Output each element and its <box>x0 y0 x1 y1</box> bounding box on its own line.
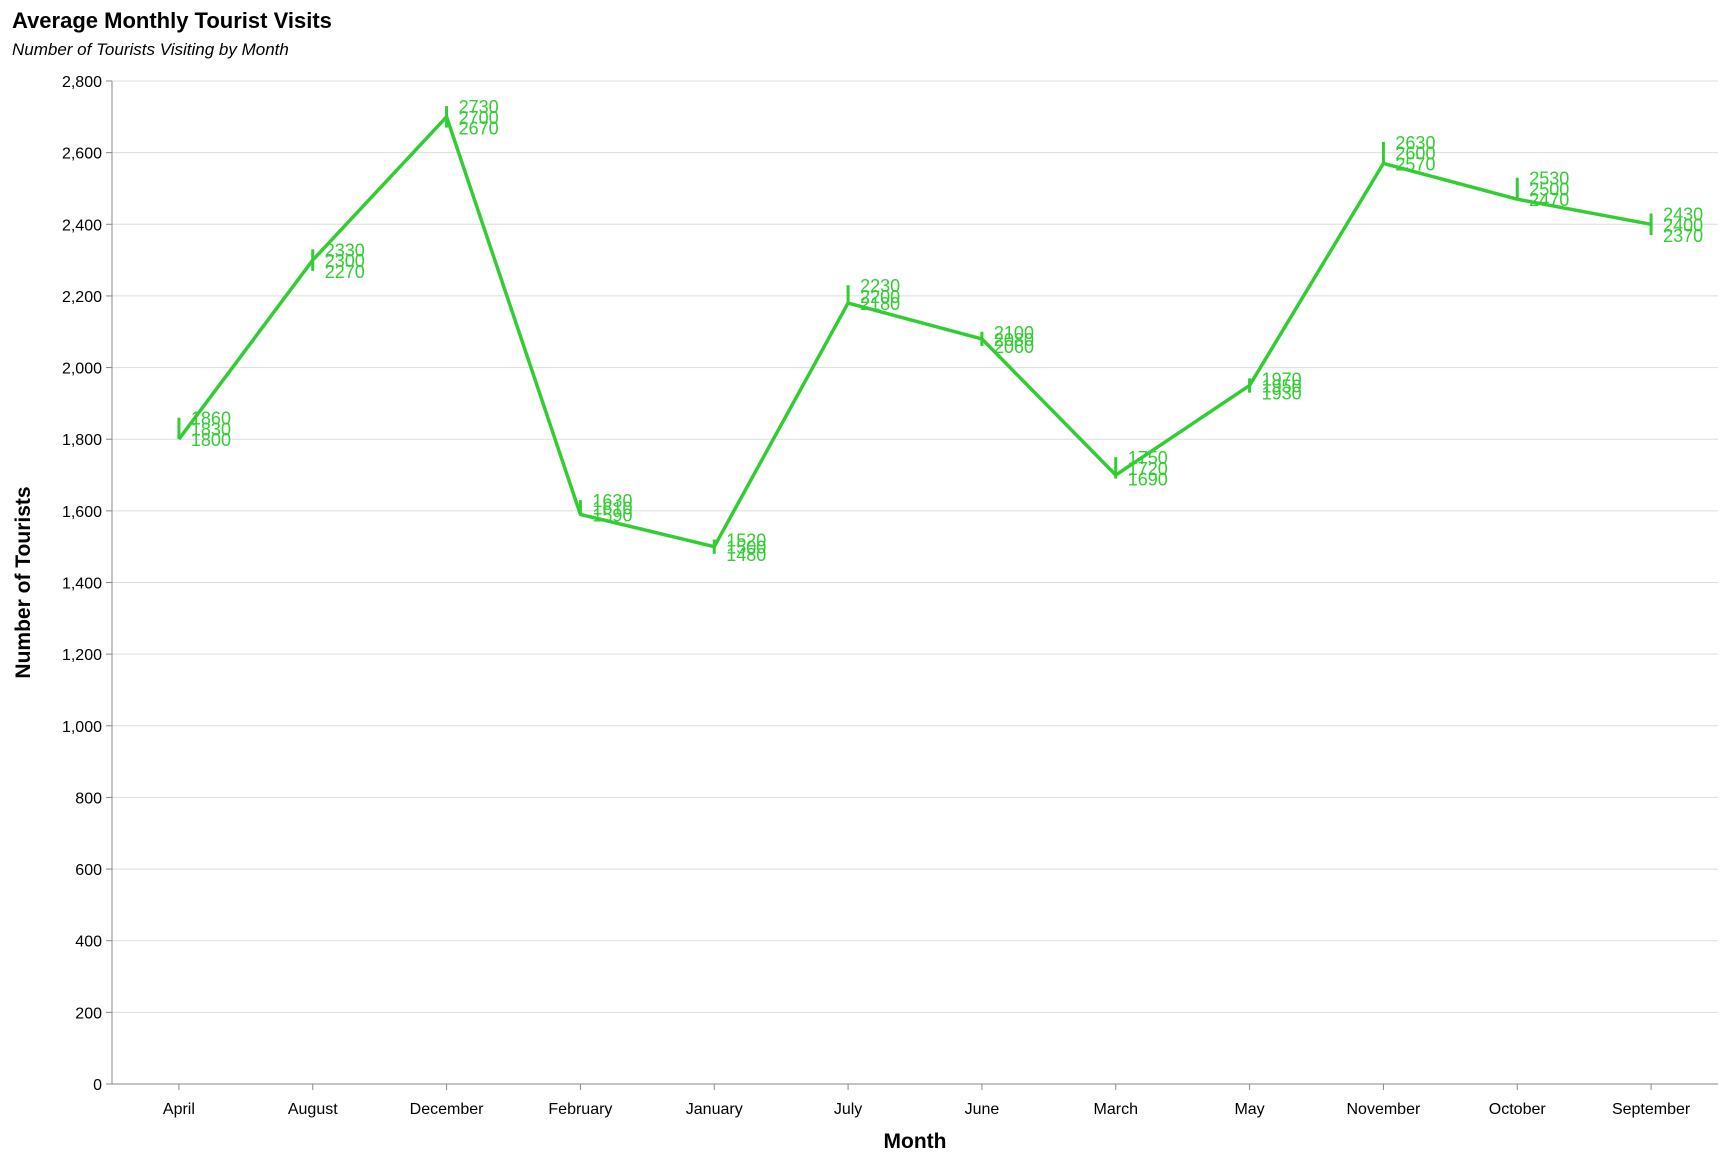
x-tick-label: June <box>965 1101 1000 1118</box>
data-label-high: 1630 <box>592 491 632 511</box>
data-label-low: 2370 <box>1663 226 1703 246</box>
data-label-low: 1690 <box>1128 470 1168 490</box>
data-label-high: 2430 <box>1663 205 1703 225</box>
x-tick-label: March <box>1094 1101 1138 1118</box>
x-tick-label: October <box>1489 1101 1547 1118</box>
data-label-low: 1480 <box>726 545 766 565</box>
x-tick-label: April <box>163 1101 195 1118</box>
data-label-high: 1860 <box>191 409 231 429</box>
data-label-high: 2100 <box>994 323 1034 343</box>
data-label-high: 2530 <box>1529 169 1569 189</box>
y-tick-label: 2,600 <box>62 146 102 163</box>
data-label-low: 2060 <box>994 337 1034 357</box>
data-label-mid: 2500 <box>1529 179 1569 199</box>
chart-subtitle: Number of Tourists Visiting by Month <box>12 40 289 59</box>
data-label-high: 2230 <box>860 276 900 296</box>
data-label-high: 1520 <box>726 531 766 551</box>
data-label-mid: 1950 <box>1262 376 1302 396</box>
data-label-low: 2180 <box>860 294 900 314</box>
y-tick-label: 2,000 <box>62 361 102 378</box>
x-tick-label: February <box>548 1101 612 1118</box>
data-label-low: 1800 <box>191 430 231 450</box>
chart-title: Average Monthly Tourist Visits <box>12 8 332 33</box>
data-label-mid: 2600 <box>1395 144 1435 164</box>
data-label-high: 2630 <box>1395 133 1435 153</box>
data-label-mid: 2080 <box>994 330 1034 350</box>
data-label-low: 2270 <box>325 262 365 282</box>
y-tick-label: 1,600 <box>62 504 102 521</box>
data-label-high: 1970 <box>1262 369 1302 389</box>
data-label-high: 2330 <box>325 240 365 260</box>
grid-layer <box>112 80 1718 1013</box>
data-label-mid: 1610 <box>592 498 632 518</box>
x-tick-label: August <box>288 1101 338 1118</box>
y-tick-label: 1,200 <box>62 647 102 664</box>
data-label-mid: 1830 <box>191 419 231 439</box>
y-axis-title: Number of Tourists <box>12 486 35 678</box>
x-tick-label: January <box>686 1101 743 1118</box>
x-tick-label: September <box>1612 1101 1691 1118</box>
data-label-low: 1930 <box>1262 384 1302 404</box>
axis-layer: 0 200 400 600 800 1,000 1,200 1,400 1,600 1,800 2,… <box>62 74 1718 1118</box>
x-tick-label: July <box>834 1101 862 1118</box>
y-tick-label: 200 <box>75 1005 102 1022</box>
y-tick-label: 600 <box>75 862 102 879</box>
data-label-low: 2570 <box>1395 154 1435 174</box>
data-label-low: 2470 <box>1529 190 1569 210</box>
y-tick-label: 2,800 <box>62 74 102 91</box>
y-tick-label: 2,400 <box>62 217 102 234</box>
data-label-low: 1590 <box>592 505 632 525</box>
y-tick-label: 1,400 <box>62 576 102 593</box>
y-tick-label: 2,200 <box>62 289 102 306</box>
data-label-mid: 1720 <box>1128 459 1168 479</box>
y-tick-label: 1,000 <box>62 719 102 736</box>
data-label-mid: 2300 <box>325 251 365 271</box>
y-tick-label: 800 <box>75 790 102 807</box>
series-line <box>177 115 1652 549</box>
x-tick-label: May <box>1234 1101 1264 1118</box>
x-axis-title: Month <box>884 1130 947 1153</box>
x-tick-label: December <box>410 1101 484 1118</box>
data-label-mid: 2400 <box>1663 215 1703 235</box>
y-tick-label: 1,800 <box>62 432 102 449</box>
data-label-mid: 1500 <box>726 538 766 558</box>
data-label-low: 2670 <box>459 119 499 139</box>
data-label-mid: 2200 <box>860 287 900 307</box>
data-label-high: 2730 <box>459 97 499 117</box>
x-tick-label: November <box>1347 1101 1421 1118</box>
data-label-mid: 2700 <box>459 108 499 128</box>
y-tick-label: 400 <box>75 934 102 951</box>
data-label-high: 1750 <box>1128 448 1168 468</box>
y-tick-label: 0 <box>93 1077 102 1094</box>
